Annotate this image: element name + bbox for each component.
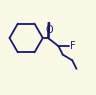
Text: F: F (70, 41, 76, 51)
Text: O: O (45, 25, 53, 35)
